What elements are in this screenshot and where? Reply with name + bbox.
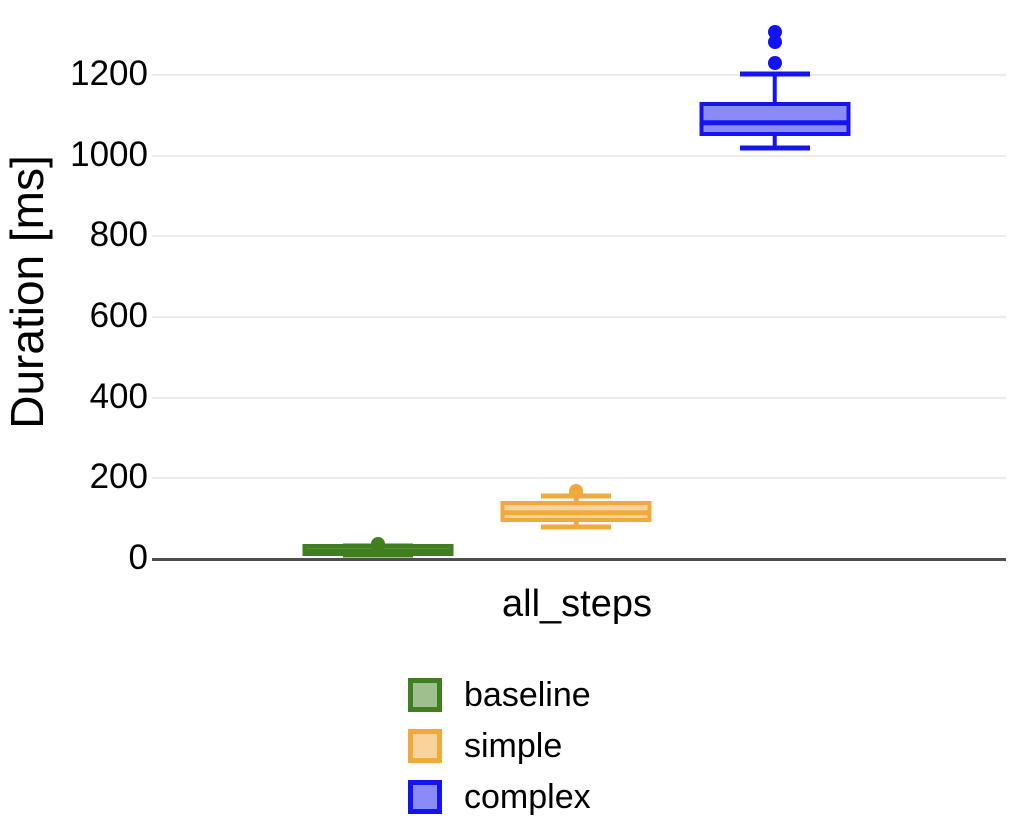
y-axis-title: Duration [ms]	[1, 155, 53, 429]
legend-label: complex	[464, 778, 591, 816]
whisker-lower	[772, 132, 777, 148]
y-tick-label: 600	[89, 296, 148, 336]
whisker-lower	[573, 518, 579, 527]
gridline	[152, 74, 1006, 76]
outlier-dot	[767, 25, 782, 40]
whisker-cap-lower	[739, 145, 810, 151]
legend-item-complex: complex	[408, 780, 591, 814]
median-line	[703, 120, 846, 126]
gridline	[152, 396, 1006, 399]
y-tick-label: 800	[89, 215, 148, 255]
gridline	[152, 154, 1006, 157]
outlier-dot	[767, 55, 782, 70]
legend-item-baseline: baseline	[408, 678, 591, 712]
legend-label: simple	[464, 727, 563, 765]
y-tick-label: 200	[89, 457, 148, 497]
legend-label: baseline	[464, 676, 591, 714]
legend-swatch-complex	[408, 780, 442, 814]
legend-swatch-baseline	[408, 678, 442, 712]
whisker-upper	[772, 73, 777, 107]
legend-swatch-simple	[408, 729, 442, 763]
y-tick-label: 400	[89, 376, 148, 416]
y-tick-label: 1000	[70, 134, 148, 174]
y-tick-label: 1200	[70, 54, 148, 94]
y-tick-label: 0	[128, 538, 148, 578]
median-line	[504, 509, 648, 516]
gridline	[152, 316, 1006, 318]
legend-item-simple: simple	[408, 729, 562, 763]
x-axis-title: all_steps	[502, 583, 652, 625]
whisker-cap-upper	[739, 71, 810, 77]
gridline	[152, 235, 1006, 238]
whisker-cap-lower	[541, 524, 611, 530]
gridline	[152, 477, 1006, 480]
x-axis-baseline	[152, 557, 1006, 561]
outlier-dot	[370, 537, 385, 552]
box-iqr	[699, 102, 850, 136]
outlier-dot	[569, 484, 583, 499]
